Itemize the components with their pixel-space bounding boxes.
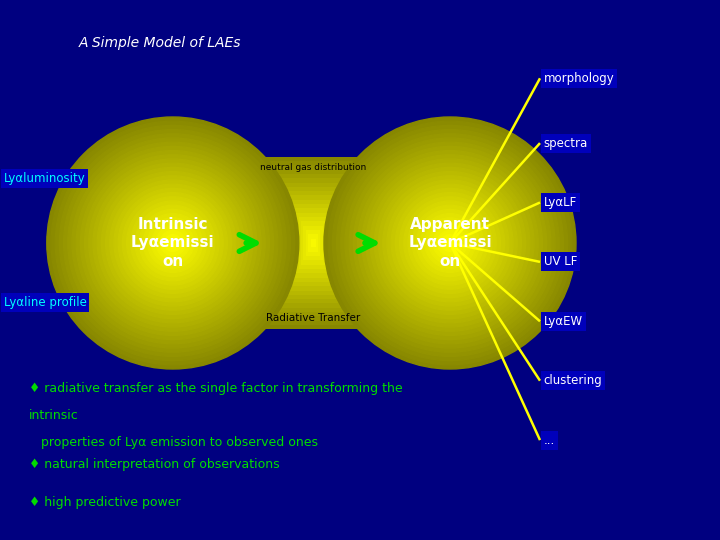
Ellipse shape [106,176,240,310]
Ellipse shape [93,163,253,323]
Ellipse shape [362,155,539,331]
Ellipse shape [400,193,500,293]
Ellipse shape [59,130,287,356]
Ellipse shape [328,121,572,365]
Ellipse shape [47,117,299,369]
Ellipse shape [395,188,505,298]
FancyBboxPatch shape [289,200,338,286]
Ellipse shape [160,231,185,255]
FancyBboxPatch shape [284,191,343,295]
Ellipse shape [76,146,269,340]
FancyBboxPatch shape [265,157,361,329]
Ellipse shape [429,222,471,264]
Ellipse shape [89,159,257,327]
Text: ♦ natural interpretation of observations: ♦ natural interpretation of observations [29,458,279,471]
Text: A Simple Model of LAEs: A Simple Model of LAEs [79,36,242,50]
FancyBboxPatch shape [304,226,323,260]
Ellipse shape [387,180,513,306]
Ellipse shape [68,138,278,348]
Text: Lyαluminosity: Lyαluminosity [4,172,86,185]
FancyBboxPatch shape [287,195,340,291]
Ellipse shape [404,197,496,289]
Ellipse shape [333,125,567,361]
Text: ...: ... [544,434,555,447]
Ellipse shape [412,205,488,281]
Ellipse shape [102,172,244,314]
Ellipse shape [354,146,546,340]
Ellipse shape [366,159,534,327]
Ellipse shape [370,163,530,323]
FancyBboxPatch shape [301,221,325,265]
Text: spectra: spectra [544,137,588,150]
Ellipse shape [168,239,177,247]
Ellipse shape [156,226,189,260]
Text: Lyαline profile: Lyαline profile [4,296,86,309]
FancyBboxPatch shape [274,174,352,312]
Ellipse shape [97,167,248,319]
Text: properties of Lyα emission to observed ones: properties of Lyα emission to observed o… [29,436,318,449]
FancyBboxPatch shape [308,234,318,252]
Ellipse shape [152,222,194,264]
Ellipse shape [127,197,219,289]
FancyBboxPatch shape [269,165,357,321]
Text: Apparent
Lyαemissi
on: Apparent Lyαemissi on [408,217,492,269]
FancyBboxPatch shape [311,239,315,247]
Ellipse shape [345,138,555,348]
Text: morphology: morphology [544,72,614,85]
Ellipse shape [114,184,232,302]
Text: ♦ radiative transfer as the single factor in transforming the: ♦ radiative transfer as the single facto… [29,382,402,395]
Ellipse shape [349,142,551,344]
FancyBboxPatch shape [296,213,330,273]
FancyBboxPatch shape [276,178,350,308]
Ellipse shape [118,188,228,298]
Ellipse shape [337,130,564,356]
Ellipse shape [164,234,181,252]
FancyBboxPatch shape [267,161,359,325]
FancyBboxPatch shape [292,204,335,282]
FancyBboxPatch shape [299,217,328,269]
Text: UV LF: UV LF [544,255,577,268]
Ellipse shape [379,172,521,314]
Ellipse shape [374,167,526,319]
Ellipse shape [51,121,294,365]
Ellipse shape [63,134,282,352]
Text: LyαLF: LyαLF [544,196,577,209]
Ellipse shape [139,210,207,276]
Ellipse shape [143,214,202,272]
Text: neutral gas distribution: neutral gas distribution [260,163,366,172]
Ellipse shape [109,180,236,306]
Ellipse shape [72,142,274,344]
Ellipse shape [441,234,459,252]
Text: Radiative Transfer: Radiative Transfer [266,313,360,323]
Ellipse shape [416,210,484,276]
Text: ♦ high predictive power: ♦ high predictive power [29,496,181,509]
Ellipse shape [122,193,223,293]
FancyBboxPatch shape [282,187,345,299]
Ellipse shape [420,214,480,272]
Ellipse shape [131,201,215,285]
Ellipse shape [324,117,576,369]
Ellipse shape [85,155,261,331]
FancyBboxPatch shape [279,183,347,303]
Text: Intrinsic
Lyαemissi
on: Intrinsic Lyαemissi on [131,217,215,269]
FancyBboxPatch shape [294,208,333,278]
Text: intrinsic: intrinsic [29,409,78,422]
Text: LyαEW: LyαEW [544,315,582,328]
Text: clustering: clustering [544,374,603,387]
Ellipse shape [135,205,210,281]
FancyBboxPatch shape [272,170,354,316]
Ellipse shape [341,134,559,352]
FancyBboxPatch shape [306,230,320,256]
Ellipse shape [408,201,492,285]
Ellipse shape [358,151,542,335]
Ellipse shape [425,218,475,268]
Ellipse shape [446,239,454,247]
Ellipse shape [383,176,517,310]
Ellipse shape [391,184,509,302]
Ellipse shape [148,218,198,268]
Ellipse shape [433,226,467,260]
Ellipse shape [438,231,463,255]
Ellipse shape [55,125,290,361]
Ellipse shape [81,151,265,335]
